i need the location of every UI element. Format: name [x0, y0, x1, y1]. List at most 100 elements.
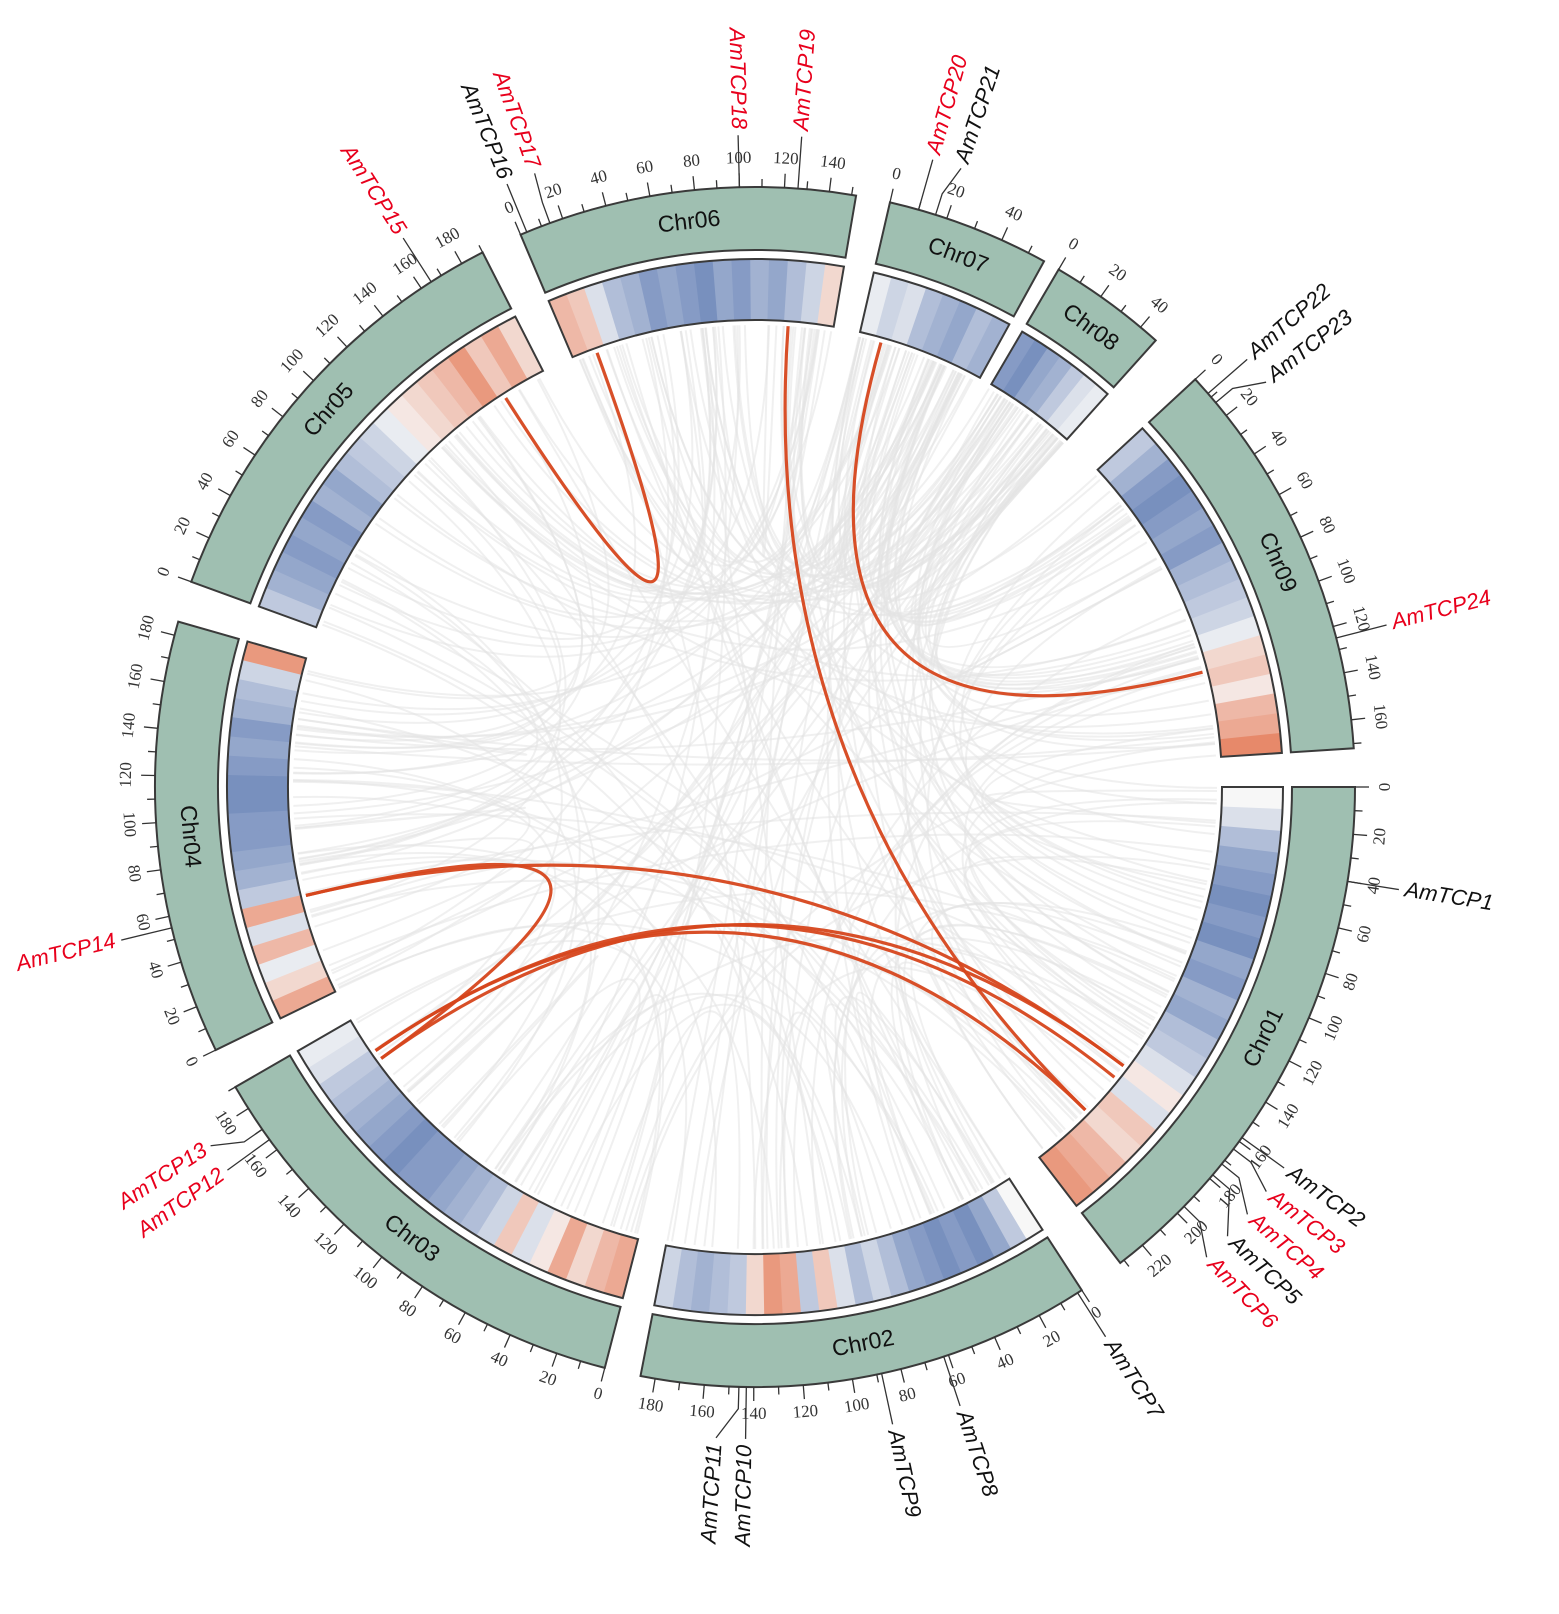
heatmap-cell — [231, 697, 295, 726]
tick-mark — [581, 203, 585, 213]
heatmap-cell — [859, 1238, 892, 1302]
heatmap-cell — [273, 551, 338, 595]
background-link — [893, 371, 1197, 686]
tick-label: 140 — [1273, 1100, 1303, 1132]
heatmap-cell — [227, 735, 291, 760]
background-link — [900, 410, 1079, 1119]
background-link — [605, 349, 1182, 968]
tick-mark — [265, 1149, 278, 1159]
tick-mark — [1343, 904, 1352, 907]
tick-mark — [973, 220, 979, 229]
background-link — [378, 325, 771, 618]
heatmap-cell — [291, 516, 354, 564]
heatmap-cell — [282, 533, 346, 579]
heatmap-frame — [296, 1019, 640, 1300]
heatmap-cell — [1133, 1044, 1196, 1097]
background-link — [968, 798, 1217, 1022]
tick-mark — [529, 1344, 534, 1353]
background-link — [358, 548, 563, 1056]
gene-leader-line — [934, 168, 962, 216]
tick-label: 20 — [1237, 385, 1262, 410]
tick-mark — [414, 1286, 424, 1299]
tick-mark — [149, 845, 159, 848]
background-link — [956, 557, 1163, 677]
heatmap-cell — [708, 1252, 731, 1315]
background-link — [520, 327, 716, 1186]
heatmap-cell — [1190, 597, 1255, 637]
chromosome-band — [1147, 377, 1355, 754]
tick-mark — [1277, 1081, 1285, 1087]
gene-label: AmTCP14 — [11, 928, 117, 977]
tick-mark — [1238, 1140, 1251, 1151]
background-link — [840, 801, 1217, 1237]
heatmap-cell — [264, 960, 329, 1001]
background-link — [294, 806, 526, 831]
background-link — [300, 325, 741, 716]
tick-label: 40 — [144, 959, 167, 981]
background-link — [294, 578, 539, 830]
tick-mark — [1351, 717, 1366, 721]
background-link — [500, 400, 1022, 597]
heatmap-cell — [712, 259, 735, 322]
tick-label: 100 — [1320, 1013, 1347, 1044]
duplication-link — [851, 342, 1203, 698]
tick-mark — [1317, 995, 1326, 1000]
background-link — [964, 820, 1216, 1040]
heatmap-cell — [995, 1178, 1043, 1240]
heatmap-cell — [401, 381, 456, 441]
gene-marker-amtcp19: AmTCP19 — [788, 28, 820, 189]
tick-label: 60 — [946, 1368, 968, 1391]
heatmap-cell — [342, 1078, 402, 1133]
tick-mark — [802, 1385, 806, 1400]
tick-mark — [1140, 316, 1151, 328]
heatmap-cell — [1202, 634, 1267, 670]
gene-label: AmTCP1 — [1401, 876, 1495, 915]
heatmap-cell — [1207, 883, 1272, 919]
heatmap-cell — [258, 587, 323, 628]
tick-mark — [924, 1362, 928, 1371]
tick-mark — [243, 446, 256, 456]
heatmap-chr02 — [653, 1177, 1044, 1316]
tick-mark — [1224, 1159, 1232, 1166]
gene-leader-line — [917, 159, 934, 210]
tick-mark — [646, 182, 651, 197]
heatmap-cell — [251, 927, 316, 965]
tick-mark — [319, 1206, 327, 1213]
heatmap-cell — [745, 1253, 765, 1315]
background-link — [897, 961, 1089, 1176]
tick-label: 40 — [994, 1349, 1017, 1373]
background-link — [305, 679, 578, 1143]
tick-mark — [323, 357, 331, 364]
heatmap-cell — [1214, 693, 1278, 723]
gene-marker-amtcp10: AmTCP10 — [730, 1386, 757, 1549]
background-link — [293, 396, 595, 807]
tick-label: 40 — [192, 469, 217, 493]
heatmap-chr05 — [257, 315, 545, 629]
tick-label: 160 — [124, 662, 147, 690]
duplication-link — [305, 863, 553, 1060]
gene-leader-line — [1347, 880, 1399, 891]
background-link — [910, 901, 1188, 1180]
heatmap-cell — [1141, 490, 1204, 541]
heatmap-cell — [784, 260, 808, 323]
chromosome-band — [189, 251, 513, 605]
tick-label: 60 — [635, 156, 655, 178]
tick-mark — [1278, 487, 1292, 496]
gene-leader-line — [744, 1386, 747, 1439]
heatmap-cell — [795, 1250, 820, 1314]
background-link — [855, 991, 993, 1215]
background-link — [903, 923, 1167, 1186]
gene-leader-line — [534, 173, 551, 224]
tick-label: 20 — [537, 1366, 559, 1390]
tick-mark — [478, 244, 484, 253]
gene-marker-amtcp11: AmTCP11 — [695, 1386, 740, 1546]
tick-mark — [436, 268, 442, 276]
heatmap-cell — [548, 293, 589, 358]
heatmap-cell — [318, 1050, 380, 1102]
heatmap-cell — [528, 1208, 572, 1273]
heatmap-cell — [1211, 673, 1275, 705]
heatmap-cell — [1038, 1145, 1094, 1207]
heatmap-frame — [989, 330, 1110, 441]
heatmap-cell — [921, 1216, 962, 1281]
gene-label: AmTCP10 — [730, 1444, 757, 1549]
